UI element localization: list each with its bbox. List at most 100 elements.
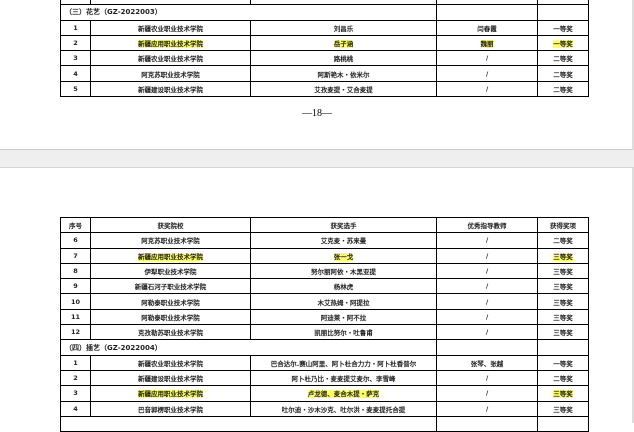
- cell-teacher: 张琴、张越: [436, 354, 538, 371]
- cell-player: 阿卜杜乃比・麦麦提艾麦尔、李雪峰: [250, 369, 437, 387]
- table-row: 10 阿勒泰职业技术学院 木艾热姆・阿提拉 / 三等奖: [60, 293, 589, 310]
- cell-teacher: /: [436, 232, 538, 249]
- cell-school: 新疆农业职业技术学院: [90, 354, 251, 371]
- highlighted-text: 岳子涵: [333, 40, 354, 49]
- cell-school: 新疆建设职业技术学院: [90, 80, 251, 98]
- table-row: 11 阿勒泰职业技术学院 阿迪莱・阿不拉 / 三等奖: [60, 308, 589, 326]
- cell-player: 巴合达尔.赛山阿里、阿卜杜合力力・阿卜杜香普尔: [250, 354, 437, 371]
- table-row: 7 新疆应用职业技术学院 张一戈 / 三等奖: [60, 247, 589, 264]
- cell-teacher: /: [436, 308, 538, 326]
- highlighted-text: 卢龙德、麦合木提・萨克: [307, 390, 380, 399]
- table-row: 1 新疆农业职业技术学院 刘昌乐 闫春霞 一等奖: [60, 19, 589, 36]
- cell-no: 8: [60, 262, 91, 280]
- cell-teacher: /: [436, 262, 538, 280]
- cell-school: 巴音郭楞职业技术学院: [90, 400, 251, 417]
- cell-player: 木艾热姆・阿提拉: [250, 293, 437, 310]
- cell-teacher: /: [436, 50, 538, 67]
- table-row: 12 克孜勒苏职业技术学院 凯丽比努尔・吐鲁甫 / 三等奖: [60, 324, 589, 341]
- cell-player: 路桃桃: [250, 50, 437, 67]
- page-number: —18—: [302, 108, 332, 119]
- cell-no: 3: [60, 385, 91, 402]
- cell-award: 三等奖: [537, 324, 589, 341]
- table-header-row: 序号 获奖院校 获奖选手 优秀指导教师 获得奖项: [60, 216, 589, 234]
- document-page-19: 序号 获奖院校 获奖选手 优秀指导教师 获得奖项 6 阿克苏职业技术学院 艾克麦・苏…: [0, 168, 634, 432]
- highlighted-text: 新疆应用职业技术学院: [138, 390, 203, 399]
- table-row: 4 巴音郭楞职业技术学院 吐尔迪・沙木沙克、吐尔洪・麦麦提托合提 / 三等奖: [60, 400, 589, 417]
- cell-award: 一等奖: [537, 354, 589, 371]
- cell-school: 阿勒泰职业技术学院: [90, 308, 251, 326]
- section-header-row: （四）插艺（GZ-2022004）: [60, 339, 589, 356]
- table-row: 9 新疆石河子职业技术学院 杨林虎 / 三等奖: [60, 278, 589, 295]
- cell-player: 吐尔迪・沙木沙克、吐尔洪・麦麦提托合提: [250, 400, 437, 417]
- section-title: （四）插艺（GZ-2022004）: [60, 339, 437, 356]
- cell-player: 凯丽比努尔・吐鲁甫: [250, 324, 437, 341]
- section-title: （三）花艺（GZ-2022003）: [60, 4, 437, 21]
- cell-no: 11: [60, 308, 91, 326]
- cell-award: 三等奖: [537, 278, 589, 295]
- highlighted-text: 三等奖: [553, 252, 573, 261]
- cell-no: 2: [60, 34, 91, 52]
- cell-player: 张一戈: [250, 247, 437, 264]
- cell-teacher: /: [436, 247, 538, 264]
- cell-award: 三等奖: [537, 308, 589, 326]
- section-header-row: （三）花艺（GZ-2022003）: [60, 4, 589, 21]
- cell-school: 伊犁职业技术学院: [90, 262, 251, 280]
- cell-no: 12: [60, 324, 91, 341]
- cell-school: 新疆应用职业技术学院: [90, 34, 251, 52]
- cell-teacher: 闫春霞: [436, 19, 538, 36]
- cell-player: 杨林虎: [250, 278, 437, 295]
- highlighted-text: 三等奖: [553, 390, 573, 399]
- table-row: 6 阿克苏职业技术学院 艾克麦・苏来曼 / 二等奖: [60, 232, 589, 249]
- table-row: 8 伊犁职业技术学院 努尔丽阿依・木黑亚提 / 三等奖: [60, 262, 589, 280]
- cell-player: 阿迪莱・阿不拉: [250, 308, 437, 326]
- table-row: 1 新疆农业职业技术学院 巴合达尔.赛山阿里、阿卜杜合力力・阿卜杜香普尔 张琴、张越一…: [60, 354, 589, 371]
- awards-table-flower-art: （三）花艺（GZ-2022003） 1 新疆农业职业技术学院 刘昌乐 闫春霞 一等奖 2 新…: [60, 0, 589, 98]
- cell-player: 艾克麦・苏来曼: [250, 232, 437, 249]
- cell-no: 5: [60, 80, 91, 98]
- header-award: 获得奖项: [537, 216, 589, 234]
- highlighted-text: 魏丽: [480, 40, 494, 49]
- cell-teacher: /: [436, 324, 538, 341]
- cell-award: 三等奖: [537, 262, 589, 280]
- cell-school: 新疆农业职业技术学院: [90, 50, 251, 67]
- cell-award: 三等奖: [537, 400, 589, 417]
- cell-school: 阿克苏职业技术学院: [90, 65, 251, 82]
- cell-award: 二等奖: [537, 50, 589, 67]
- table-row: 4 阿克苏职业技术学院 阿斯艳木・依米尔 / 二等奖: [60, 65, 589, 82]
- cell-no: 7: [60, 247, 91, 264]
- header-teacher: 优秀指导教师: [436, 216, 538, 234]
- cell-no: 4: [60, 400, 91, 417]
- awards-table-continued: 序号 获奖院校 获奖选手 优秀指导教师 获得奖项 6 阿克苏职业技术学院 艾克麦・苏…: [60, 216, 589, 432]
- cell-teacher: /: [436, 369, 538, 387]
- section-header-row: [60, 415, 589, 432]
- cell-no: 3: [60, 50, 91, 67]
- cell-school: 阿勒泰职业技术学院: [90, 293, 251, 310]
- cell-player: 艾孜麦提・艾合麦提: [250, 80, 437, 98]
- cell-award: 三等奖: [537, 247, 589, 264]
- cell-player: 努尔丽阿依・木黑亚提: [250, 262, 437, 280]
- cell-school: 新疆石河子职业技术学院: [90, 278, 251, 295]
- highlighted-text: 张一戈: [333, 252, 354, 261]
- cell-award: 三等奖: [537, 293, 589, 310]
- cell-school: 新疆建设职业技术学院: [90, 369, 251, 387]
- cell-award: 二等奖: [537, 80, 589, 98]
- table-row: 2 新疆建设职业技术学院 阿卜杜乃比・麦麦提艾麦尔、李雪峰 / 二等奖: [60, 369, 589, 387]
- table-row: 2 新疆应用职业技术学院 岳子涵 魏丽 一等奖: [60, 34, 589, 52]
- cell-school: 新疆应用职业技术学院: [90, 247, 251, 264]
- cell-award: 二等奖: [537, 65, 589, 82]
- header-no: 序号: [60, 216, 91, 234]
- cell-no: 10: [60, 293, 91, 310]
- cell-teacher: /: [436, 65, 538, 82]
- cell-no: 6: [60, 232, 91, 249]
- cell-award: 一等奖: [537, 34, 589, 52]
- table-row: 5 新疆建设职业技术学院 艾孜麦提・艾合麦提 / 二等奖: [60, 80, 589, 98]
- table-row: 3 新疆农业职业技术学院 路桃桃 / 二等奖: [60, 50, 589, 67]
- table-row: 3 新疆应用职业技术学院 卢龙德、麦合木提・萨克 / 三等奖: [60, 385, 589, 402]
- cell-player: 岳子涵: [250, 34, 437, 52]
- cell-teacher: /: [436, 400, 538, 417]
- cell-school: 阿克苏职业技术学院: [90, 232, 251, 249]
- page-gap: [0, 150, 634, 168]
- cell-no: 2: [60, 369, 91, 387]
- cell-no: 4: [60, 65, 91, 82]
- cell-award: 三等奖: [537, 385, 589, 402]
